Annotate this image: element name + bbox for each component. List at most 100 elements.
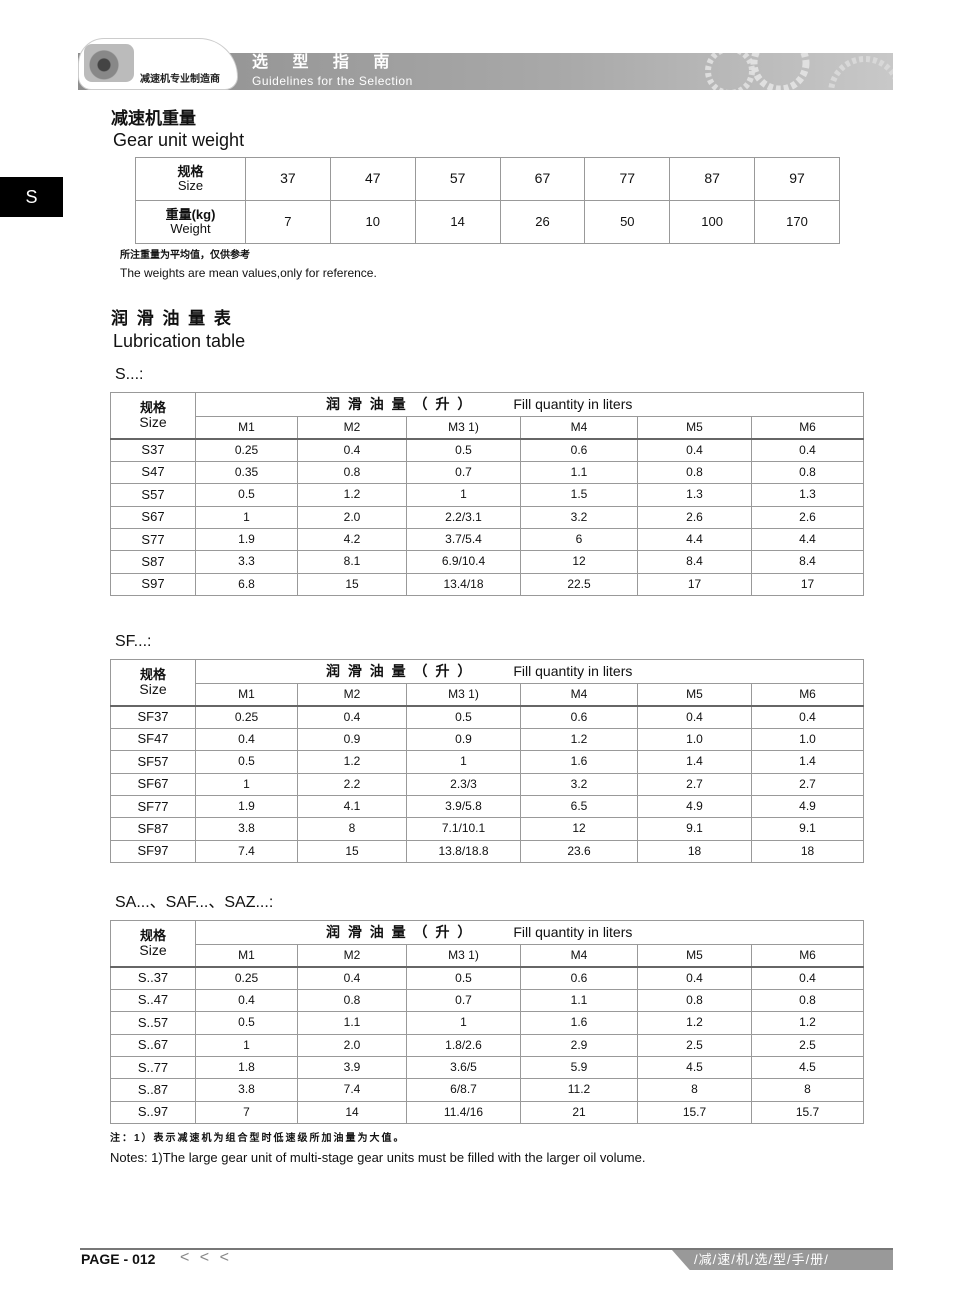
value-cell: 21 <box>520 1100 638 1125</box>
size-cn: 规格 <box>139 666 166 682</box>
table-label: SF...: <box>115 633 152 650</box>
lube-note-cn: 注：1）表示减速机为组合型时低速级所加油量为大值。 <box>110 1133 406 1144</box>
value-cell: 0.8 <box>750 460 865 485</box>
value-cell: 6.8 <box>195 572 298 597</box>
gear-decoration-icon <box>705 53 893 90</box>
value-cell: 22.5 <box>520 572 638 597</box>
value-cell: 3.9/5.8 <box>406 794 521 819</box>
table-label: S...: <box>115 366 144 383</box>
size-cn: 规格 <box>139 927 166 943</box>
table-row: S..37 0.25 0.4 0.5 0.6 0.4 0.4 <box>110 966 865 990</box>
weight-header: 重量(kg) Weight <box>135 200 246 244</box>
size-cell: S..47 <box>110 988 196 1013</box>
value-cell: 0.5 <box>406 438 521 462</box>
value-cell: 1.2 <box>297 750 407 774</box>
value-cell: 1.3 <box>750 483 865 507</box>
value-cell: 0.4 <box>637 438 752 462</box>
table-row: SF37 0.25 0.4 0.5 0.6 0.4 0.4 <box>110 705 865 729</box>
column-header: M5 <box>637 943 752 968</box>
value-cell: 15.7 <box>637 1100 752 1125</box>
size-cell: SF67 <box>110 772 196 796</box>
value-cell: 1.4 <box>750 750 865 774</box>
weight-note-cn: 所注重量为平均值，仅供参考 <box>120 250 250 261</box>
value-cell: 0.4 <box>750 438 865 462</box>
value-cell: 0.25 <box>195 966 298 990</box>
size-cell: S..77 <box>110 1055 196 1080</box>
size-en: Size <box>139 941 167 958</box>
table-row: S87 3.3 8.1 6.9/10.4 12 8.4 8.4 <box>110 550 865 574</box>
value-cell: 1.1 <box>297 1011 407 1035</box>
value-cell: 0.7 <box>406 988 521 1013</box>
value-cell: 9.1 <box>750 817 865 841</box>
value-cell: 8 <box>637 1078 752 1102</box>
column-header: M2 <box>297 682 407 707</box>
value-cell: 2.7 <box>637 772 752 796</box>
size-cn: 规格 <box>177 163 204 179</box>
table-row: S..57 0.5 1.1 1 1.6 1.2 1.2 <box>110 1011 865 1035</box>
table-row: SF47 0.4 0.9 0.9 1.2 1.0 1.0 <box>110 727 865 752</box>
size-cell: S47 <box>110 460 196 485</box>
value-cell: 8.4 <box>637 550 752 574</box>
lubrication-table: 规格 Size 润 滑 油 量 （ 升 ） Fill quantity in lit… <box>110 391 865 597</box>
value-cell: 0.7 <box>406 460 521 485</box>
value-cell: 2.9 <box>520 1033 638 1057</box>
value-cell: 1 <box>195 505 298 529</box>
fill-en: Fill quantity in liters <box>513 923 633 940</box>
fill-cn: 润 滑 油 量 （ 升 ） <box>326 923 474 940</box>
size-cell: S..37 <box>110 966 196 990</box>
value-cell: 0.4 <box>195 727 298 752</box>
value-cell: 0.6 <box>520 966 638 990</box>
value-cell: 1.1 <box>520 988 638 1013</box>
value-cell: 17 <box>750 572 865 597</box>
table-row: S..77 1.8 3.9 3.6/5 5.9 4.5 4.5 <box>110 1055 865 1080</box>
lube-title-en: Lubrication table <box>113 331 246 351</box>
weight-title-en: Gear unit weight <box>113 130 245 150</box>
table-row: S..97 7 14 11.4/16 21 15.7 15.7 <box>110 1100 865 1125</box>
table-row: SF67 1 2.2 2.3/3 3.2 2.7 2.7 <box>110 772 865 796</box>
weight-table: 规格 Size 37 47 57 67 77 87 97 重量(kg) Weight 7 10 14 26… <box>135 157 840 244</box>
value-cell: 12 <box>520 817 638 841</box>
value-cell: 0.6 <box>520 705 638 729</box>
table-row: S47 0.35 0.8 0.7 1.1 0.8 0.8 <box>110 460 865 485</box>
value-cell: 1.8/2.6 <box>406 1033 521 1057</box>
value-cell: 4.4 <box>637 527 752 552</box>
column-header: M5 <box>637 682 752 707</box>
weight-cell: 170 <box>754 200 840 244</box>
fill-header: 润 滑 油 量 （ 升 ） Fill quantity in liters <box>194 920 865 945</box>
value-cell: 1.1 <box>520 460 638 485</box>
banner-title-en: Guidelines for the Selection <box>252 74 413 88</box>
value-cell: 2.6 <box>750 505 865 529</box>
table-row: SF57 0.5 1.2 1 1.6 1.4 1.4 <box>110 750 865 774</box>
size-cell: 97 <box>754 157 840 201</box>
value-cell: 1.2 <box>520 727 638 752</box>
value-cell: 0.4 <box>195 988 298 1013</box>
value-cell: 6.5 <box>520 794 638 819</box>
manual-title: /减/速/机/选/型/手/册/ <box>672 1250 893 1270</box>
footer-divider <box>80 1248 893 1250</box>
value-cell: 7.4 <box>297 1078 407 1102</box>
lube-note-en: Notes: 1)The large gear unit of multi-st… <box>110 1150 646 1165</box>
column-header: M1 <box>195 943 298 968</box>
table-row: S..87 3.8 7.4 6/8.7 11.2 8 8 <box>110 1078 865 1102</box>
size-cell: 47 <box>329 157 416 201</box>
size-cell: 87 <box>669 157 756 201</box>
value-cell: 6/8.7 <box>406 1078 521 1102</box>
value-cell: 1 <box>406 483 521 507</box>
weight-cell: 10 <box>329 200 416 244</box>
value-cell: 18 <box>750 839 865 864</box>
value-cell: 1.3 <box>637 483 752 507</box>
value-cell: 7 <box>195 1100 298 1125</box>
size-cell: SF57 <box>110 750 196 774</box>
size-cell: S..57 <box>110 1011 196 1035</box>
fill-en: Fill quantity in liters <box>513 662 633 679</box>
table-row: S67 1 2.0 2.2/3.1 3.2 2.6 2.6 <box>110 505 865 529</box>
value-cell: 4.5 <box>637 1055 752 1080</box>
value-cell: 3.9 <box>297 1055 407 1080</box>
gear-unit-logo-icon <box>84 44 134 82</box>
value-cell: 6.9/10.4 <box>406 550 521 574</box>
size-cell: SF97 <box>110 839 196 864</box>
size-cell: S57 <box>110 483 196 507</box>
column-header: M6 <box>750 415 865 440</box>
value-cell: 17 <box>637 572 752 597</box>
value-cell: 4.1 <box>297 794 407 819</box>
